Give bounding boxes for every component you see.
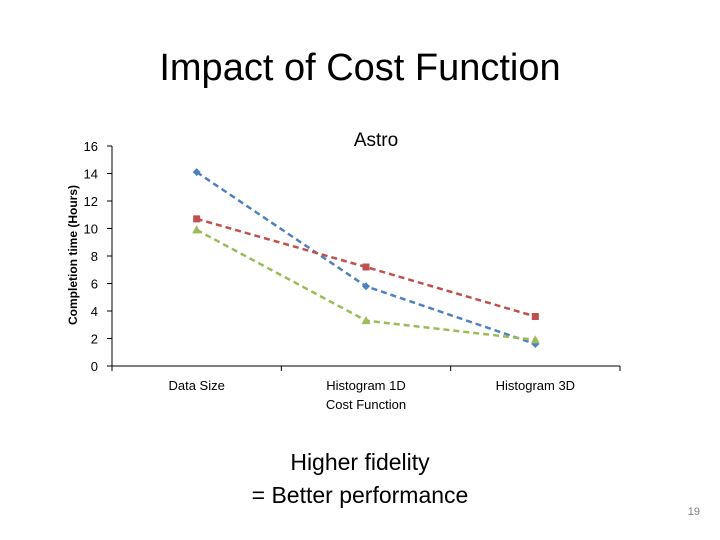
series-2 — [193, 215, 539, 320]
y-tick-label: 6 — [91, 277, 98, 292]
data-point — [192, 168, 201, 177]
x-tick-label: Histogram 1D Cost Function — [326, 378, 406, 412]
data-point — [361, 316, 371, 325]
data-point — [362, 263, 370, 271]
x-tick-label: Data Size — [168, 378, 224, 393]
data-point — [362, 282, 370, 291]
x-tick-label: Histogram 3D — [496, 378, 575, 393]
slide-title: Impact of Cost Function — [159, 47, 561, 89]
series-layer — [192, 168, 540, 348]
y-axis-label: Completion time (Hours) — [66, 185, 80, 325]
x-tick-labels: Data Size Histogram 1D Cost Function Histog… — [168, 378, 575, 412]
data-point — [531, 313, 539, 320]
series-line — [196, 217, 536, 318]
y-tick-label: 12 — [84, 194, 98, 209]
y-tick-label: 10 — [84, 222, 98, 237]
series-3 — [192, 225, 540, 344]
slide-number: 19 — [687, 506, 700, 518]
y-tick-label: 14 — [84, 167, 98, 182]
y-tick-label: 2 — [91, 332, 98, 347]
data-point — [530, 335, 540, 344]
chart-axes — [107, 145, 621, 371]
caption-line-2: = Better performance — [251, 482, 469, 508]
chart-title: Astro — [354, 130, 398, 151]
y-tick-label: 0 — [91, 359, 98, 374]
data-point — [192, 225, 202, 234]
data-point — [193, 215, 201, 223]
y-tick-labels: 0 2 4 6 8 10 12 14 16 — [84, 139, 98, 374]
caption-line-1: Higher fidelity — [290, 449, 430, 475]
caption: Higher fidelity = Better performance — [200, 446, 520, 512]
y-tick-label: 4 — [91, 304, 98, 319]
y-tick-label: 8 — [91, 249, 98, 264]
y-tick-label: 16 — [84, 139, 98, 154]
